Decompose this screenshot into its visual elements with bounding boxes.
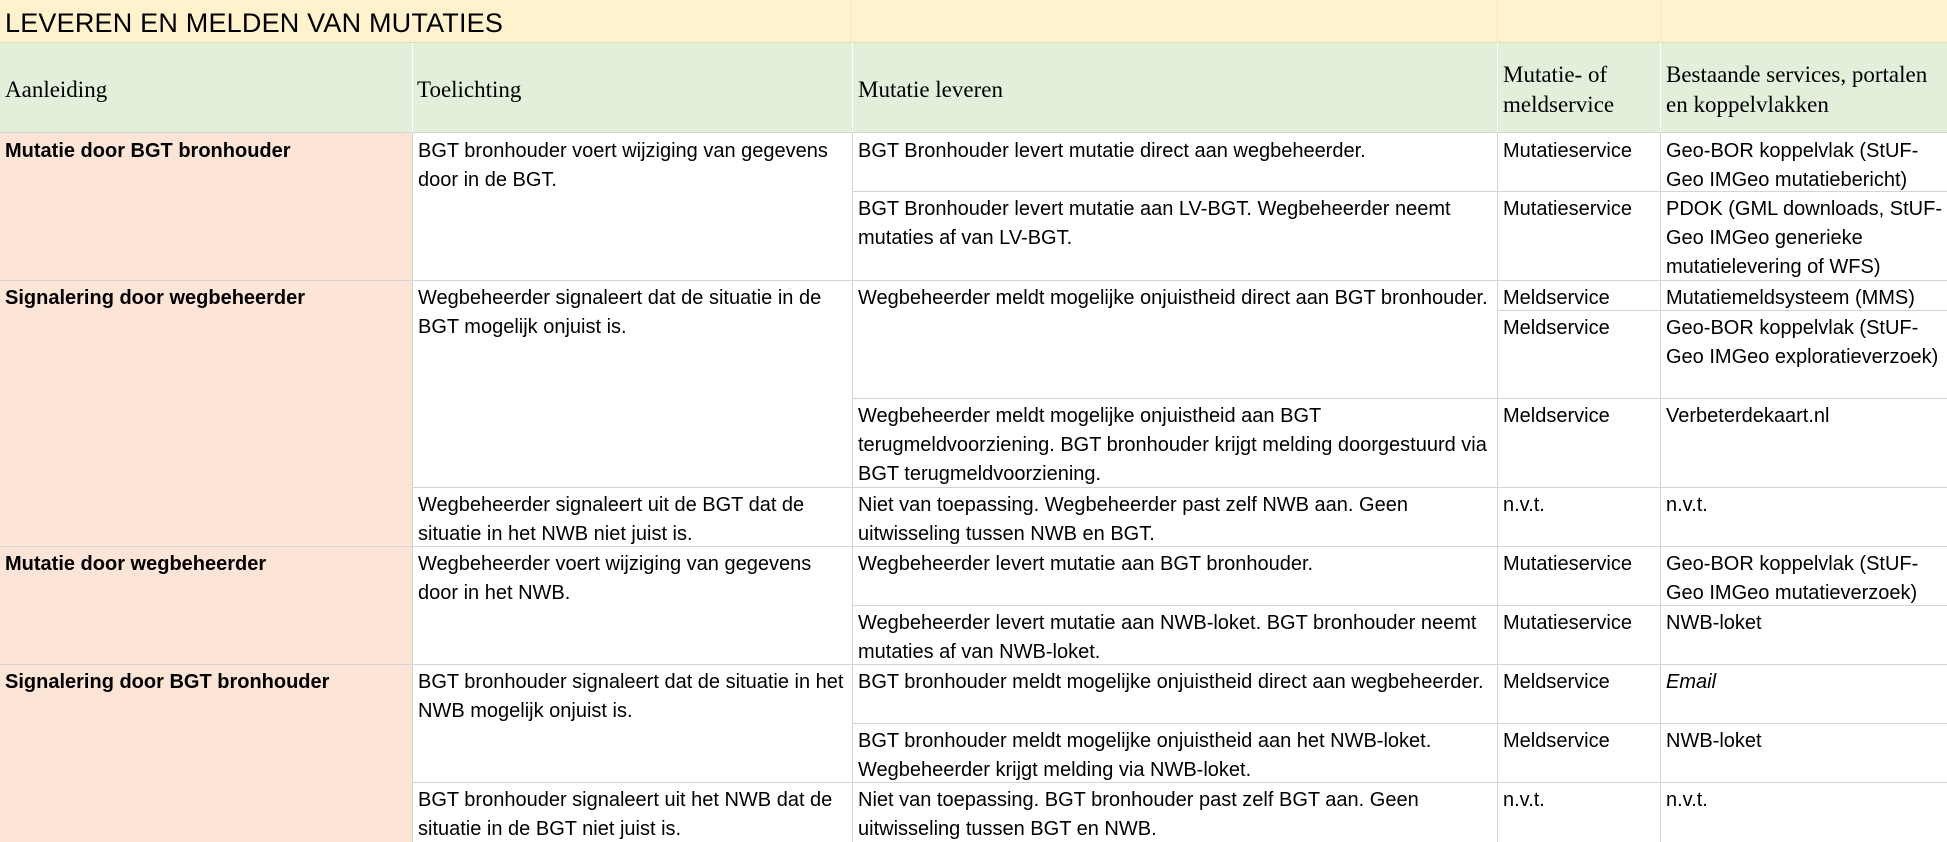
bestaande-cell: Email <box>1666 671 1717 693</box>
bestaande-cell: NWB-loket <box>1666 730 1762 752</box>
title-separator <box>851 0 852 43</box>
service-cell: Meldservice <box>1503 405 1610 427</box>
title-bar: LEVEREN EN MELDEN VAN MUTATIES <box>0 0 1947 43</box>
service-cell: Meldservice <box>1503 317 1610 339</box>
header-divider <box>852 43 853 132</box>
bestaande-cell: Geo-BOR koppelvlak (StUF-Geo IMGeo mutat… <box>1666 140 1919 191</box>
header-toelichting: Toelichting <box>412 43 853 132</box>
leveren-cell: BGT Bronhouder levert mutatie direct aan… <box>858 140 1366 162</box>
toelichting-cell: BGT bronhouder signaleert uit het NWB da… <box>418 789 833 840</box>
header-divider <box>1660 43 1661 132</box>
bestaande-cell: Geo-BOR koppelvlak (StUF-Geo IMGeo mutat… <box>1666 553 1919 604</box>
service-cell: Meldservice <box>1503 671 1610 693</box>
bestaande-cell: NWB-loket <box>1666 612 1762 634</box>
service-cell: n.v.t. <box>1503 494 1545 516</box>
header-mutatie-leveren: Mutatie leveren <box>853 43 1498 132</box>
leveren-cell: Wegbeheerder meldt mogelijke onjuistheid… <box>858 287 1488 309</box>
bestaande-cell: Mutatiemeldsysteem (MMS) <box>1666 287 1915 309</box>
leveren-cell: Niet van toepassing. Wegbeheerder past z… <box>858 494 1408 545</box>
service-cell: Mutatieservice <box>1503 612 1632 634</box>
grid-line <box>1497 310 1947 311</box>
aanleiding-cell: Signalering door wegbeheerder <box>0 280 412 546</box>
title-separator <box>1660 0 1661 43</box>
service-cell: Meldservice <box>1503 730 1610 752</box>
bestaande-cell: PDOK (GML downloads, StUF-Geo IMGeo gene… <box>1666 198 1943 278</box>
leveren-cell: Wegbeheerder levert mutatie aan NWB-loke… <box>858 612 1477 663</box>
leveren-cell: Wegbeheerder levert mutatie aan BGT bron… <box>858 553 1314 575</box>
service-cell: n.v.t. <box>1503 789 1545 811</box>
grid-line <box>0 664 1947 665</box>
leveren-cell: BGT bronhouder meldt mogelijke onjuisthe… <box>858 730 1432 781</box>
aanleiding-cell: Signalering door BGT bronhouder <box>0 664 412 842</box>
bestaande-cell: n.v.t. <box>1666 494 1708 516</box>
header-service: Mutatie- of meldservice <box>1498 43 1661 132</box>
grid-line <box>0 546 1947 547</box>
grid-line <box>412 782 1947 783</box>
aanleiding-cell: Mutatie door BGT bronhouder <box>0 133 412 280</box>
header-bestaande: Bestaande services, portalen en koppelvl… <box>1661 43 1947 132</box>
service-cell: Mutatieservice <box>1503 140 1632 162</box>
header-divider <box>412 43 413 132</box>
grid-line <box>0 280 1947 281</box>
toelichting-cell: BGT bronhouder signaleert dat de situati… <box>418 671 844 722</box>
grid-line <box>852 723 1947 724</box>
title-separator <box>1497 0 1498 43</box>
leveren-cell: Wegbeheerder meldt mogelijke onjuistheid… <box>858 405 1487 485</box>
toelichting-cell: BGT bronhouder voert wijziging van gegev… <box>418 140 828 191</box>
bestaande-cell: n.v.t. <box>1666 789 1708 811</box>
bestaande-cell: Verbeterdekaart.nl <box>1666 405 1830 427</box>
grid-line <box>412 487 1947 488</box>
service-cell: Meldservice <box>1503 287 1610 309</box>
header-aanleiding: Aanleiding <box>0 43 412 132</box>
service-cell: Mutatieservice <box>1503 198 1632 220</box>
leveren-cell: BGT bronhouder meldt mogelijke onjuisthe… <box>858 671 1484 693</box>
table-title: LEVEREN EN MELDEN VAN MUTATIES <box>5 8 504 38</box>
aanleiding-cell: Mutatie door wegbeheerder <box>0 546 412 664</box>
toelichting-cell: Wegbeheerder signaleert dat de situatie … <box>418 287 822 338</box>
toelichting-cell: Wegbeheerder voert wijziging van gegeven… <box>418 553 812 604</box>
grid-line <box>852 191 1947 192</box>
grid-line <box>852 605 1947 606</box>
header-divider <box>1497 43 1498 132</box>
bestaande-cell: Geo-BOR koppelvlak (StUF-Geo IMGeo explo… <box>1666 317 1939 368</box>
leveren-cell: BGT Bronhouder levert mutatie aan LV-BGT… <box>858 198 1451 249</box>
grid-line <box>852 398 1947 399</box>
grid-line <box>0 132 1947 133</box>
toelichting-cell: Wegbeheerder signaleert uit de BGT dat d… <box>418 494 805 545</box>
leveren-cell: Niet van toepassing. BGT bronhouder past… <box>858 789 1419 840</box>
service-cell: Mutatieservice <box>1503 553 1632 575</box>
